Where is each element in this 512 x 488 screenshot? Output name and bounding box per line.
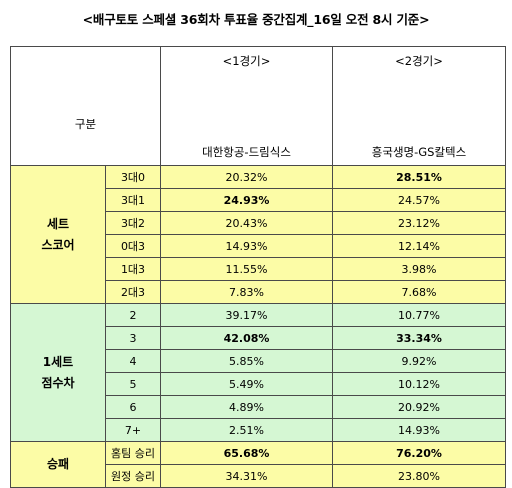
section-label-line: 1세트 <box>42 354 74 369</box>
row-label: 3대0 <box>104 165 162 189</box>
section-label-line: 세트 <box>46 216 70 231</box>
game1-vote-rate: 20.32% <box>160 165 334 189</box>
game2-vote-rate: 23.12% <box>332 211 507 235</box>
game1-vote-rate: 34.31% <box>160 464 334 488</box>
row-label: 0대3 <box>104 234 162 258</box>
game2-vote-rate: 20.92% <box>332 395 507 419</box>
game2-vote-rate: 24.57% <box>332 188 507 212</box>
row-label: 6 <box>104 395 162 419</box>
row-label: 원정 승리 <box>104 464 162 488</box>
game2-match-label: 흥국생명-GS칼텍스 <box>371 145 467 159</box>
game2-vote-rate: 9.92% <box>332 349 507 373</box>
game2-header: <2경기> 흥국생명-GS칼텍스 <box>332 46 507 166</box>
game1-vote-rate: 20.43% <box>160 211 334 235</box>
game2-vote-rate: 76.20% <box>332 441 507 465</box>
game2-vote-rate: 3.98% <box>332 257 507 281</box>
table-row: 5 5.49% 10.12% <box>11 372 507 396</box>
section-label-line: 점수차 <box>41 375 75 390</box>
page-title: <배구토토 스페셜 36회차 투표율 중간집계_16일 오전 8시 기준> <box>82 12 430 27</box>
game1-vote-rate: 65.68% <box>160 441 334 465</box>
table-row: 7+ 2.51% 14.93% <box>11 418 507 442</box>
game1-vote-rate: 4.89% <box>160 395 334 419</box>
row-label: 3대1 <box>104 188 162 212</box>
table-row: 1대3 11.55% 3.98% <box>11 257 507 281</box>
game2-vote-rate: 10.12% <box>332 372 507 396</box>
table-row: 0대3 14.93% 12.14% <box>11 234 507 258</box>
game2-vote-rate: 23.80% <box>332 464 507 488</box>
game2-vote-rate: 12.14% <box>332 234 507 258</box>
game1-vote-rate: 7.83% <box>160 280 334 304</box>
table-row: 6 4.89% 20.92% <box>11 395 507 419</box>
game1-match-label: 대한항공-드림식스 <box>202 145 291 159</box>
game2-vote-rate: 10.77% <box>332 303 507 327</box>
row-label: 1대3 <box>104 257 162 281</box>
row-label: 2 <box>104 303 162 327</box>
game2-vote-rate: 33.34% <box>332 326 507 350</box>
game2-vote-rate: 7.68% <box>332 280 507 304</box>
game2-vote-rate: 28.51% <box>332 165 507 189</box>
section-label-line: 스코어 <box>41 237 75 252</box>
table-header-row: 구분 <1경기> 대한항공-드림식스 <2경기> 흥국생명-GS칼텍스 <box>9 46 507 166</box>
game2-number-label: <2경기> <box>395 54 443 68</box>
section-label: 승패 <box>10 441 106 488</box>
table-row: 승패 홈팀 승리 65.68% 76.20% <box>10 441 507 488</box>
game1-vote-rate: 11.55% <box>160 257 334 281</box>
game1-vote-rate: 5.49% <box>160 372 334 396</box>
game1-vote-rate: 5.85% <box>160 349 334 373</box>
row-label: 3 <box>104 326 162 350</box>
game1-vote-rate: 39.17% <box>160 303 334 327</box>
row-label: 2대3 <box>104 280 162 304</box>
header-corner-label: 구분 <box>9 46 162 166</box>
game1-vote-rate: 2.51% <box>160 418 334 442</box>
row-label: 3대2 <box>104 211 162 235</box>
table-row: 4 5.85% 9.92% <box>11 349 507 373</box>
game1-number-label: <1경기> <box>222 54 271 68</box>
game1-vote-rate: 14.93% <box>160 234 334 258</box>
table-row: 2대3 7.83% 7.68% <box>11 280 507 304</box>
game1-vote-rate: 42.08% <box>160 326 334 350</box>
game1-vote-rate: 24.93% <box>160 188 334 212</box>
row-label: 7+ <box>104 418 162 442</box>
game2-vote-rate: 14.93% <box>332 418 507 442</box>
row-label: 5 <box>104 372 162 396</box>
table-row: 1세트 점수차 2 39.17% 10.77% <box>10 303 507 442</box>
game1-header: <1경기> 대한항공-드림식스 <box>160 46 334 166</box>
row-label: 홈팀 승리 <box>104 441 162 465</box>
section-label-line: 승패 <box>46 457 70 471</box>
row-label: 4 <box>104 349 162 373</box>
table-row: 세트 스코어 3대0 20.32% 28.51% <box>10 165 507 304</box>
